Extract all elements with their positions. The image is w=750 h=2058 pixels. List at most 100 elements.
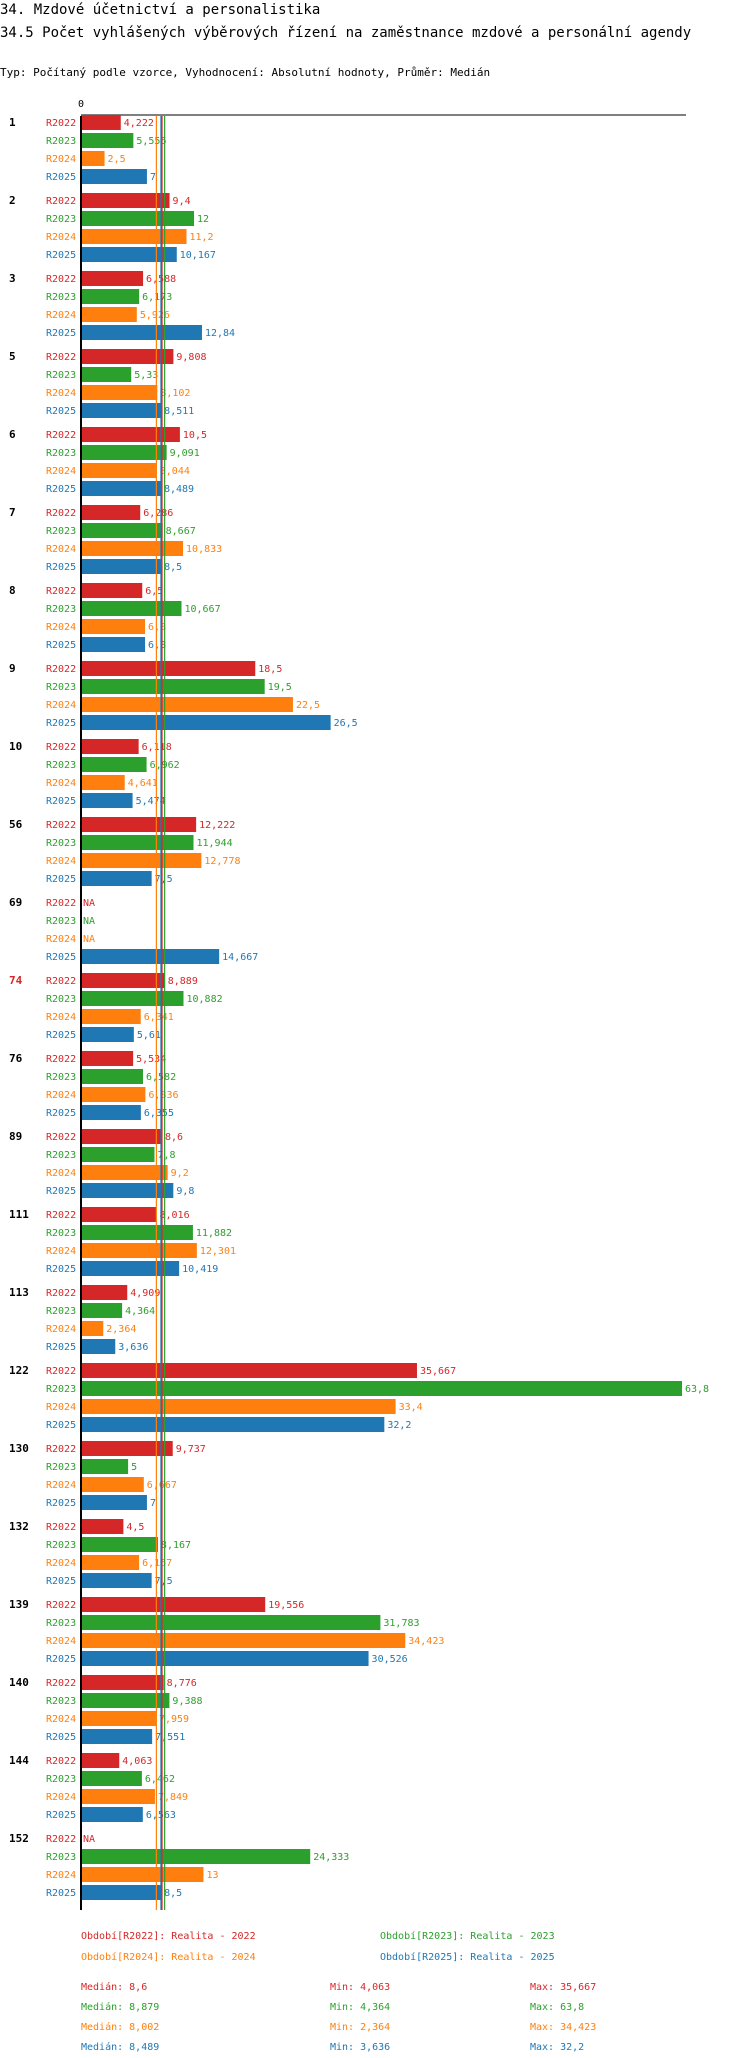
data-label: 7 bbox=[150, 172, 156, 183]
series-label: R2025 bbox=[46, 1420, 76, 1431]
data-label: 7,5 bbox=[155, 1576, 173, 1587]
bar bbox=[81, 697, 293, 712]
bar bbox=[81, 1573, 152, 1588]
bar bbox=[81, 715, 331, 730]
series-label: R2024 bbox=[46, 700, 76, 711]
data-label: 63,8 bbox=[685, 1384, 709, 1395]
data-label: 35,667 bbox=[420, 1366, 456, 1377]
bar bbox=[81, 1633, 406, 1648]
data-label: 11,882 bbox=[196, 1228, 232, 1239]
bar bbox=[81, 679, 265, 694]
series-label: R2025 bbox=[46, 1888, 76, 1899]
data-label: 4,5 bbox=[126, 1522, 144, 1533]
data-label: 4,909 bbox=[130, 1288, 160, 1299]
series-label: R2025 bbox=[46, 1498, 76, 1509]
bar bbox=[81, 1693, 170, 1708]
series-label: R2023 bbox=[46, 214, 76, 225]
series-label: R2023 bbox=[46, 1072, 76, 1083]
series-label: R2024 bbox=[46, 1402, 76, 1413]
data-label: 5,474 bbox=[136, 796, 166, 807]
bar bbox=[81, 385, 158, 400]
bar bbox=[81, 1165, 168, 1180]
data-label: 8,489 bbox=[164, 484, 194, 495]
bar bbox=[81, 289, 140, 304]
chart-type-description: Typ: Počítaný podle vzorce, Vyhodnocení:… bbox=[0, 66, 491, 79]
bar bbox=[81, 601, 182, 616]
bar bbox=[81, 247, 177, 262]
stat-max: Max: 63,8 bbox=[530, 2002, 584, 2013]
data-label: 9,737 bbox=[176, 1444, 206, 1455]
data-label: 12 bbox=[197, 214, 209, 225]
series-label: R2022 bbox=[46, 1366, 76, 1377]
series-label: R2025 bbox=[46, 1732, 76, 1743]
series-label: R2023 bbox=[46, 1228, 76, 1239]
bar bbox=[81, 1519, 124, 1534]
data-label: 11,2 bbox=[190, 232, 214, 243]
data-label: 8,5 bbox=[164, 1888, 182, 1899]
series-label: R2022 bbox=[46, 430, 76, 441]
bar bbox=[81, 1675, 164, 1690]
data-label: 7 bbox=[150, 1498, 156, 1509]
stat-median: Medián: 8,879 bbox=[81, 2001, 159, 2013]
series-label: R2025 bbox=[46, 874, 76, 885]
data-label: 5 bbox=[131, 1462, 137, 1473]
stat-median: Medián: 8,6 bbox=[81, 1981, 147, 1993]
x-axis-tick-label: 0 bbox=[78, 99, 84, 110]
bar bbox=[81, 559, 162, 574]
bar bbox=[81, 505, 141, 520]
category-label: 140 bbox=[9, 1676, 29, 1689]
bar bbox=[81, 151, 105, 166]
data-label: NA bbox=[83, 916, 95, 927]
series-label: R2023 bbox=[46, 448, 76, 459]
category-label: 152 bbox=[9, 1832, 29, 1845]
series-label: R2024 bbox=[46, 1324, 76, 1335]
chart-section-title: 34. Mzdové účetnictví a personalistika bbox=[0, 2, 321, 18]
stat-median: Medián: 8,002 bbox=[81, 2021, 159, 2033]
series-label: R2023 bbox=[46, 292, 76, 303]
data-label: 8,776 bbox=[167, 1678, 197, 1689]
series-label: R2022 bbox=[46, 196, 76, 207]
data-label: 9,091 bbox=[170, 448, 200, 459]
series-label: R2022 bbox=[46, 820, 76, 831]
data-label: 8,511 bbox=[164, 406, 194, 417]
data-label: 7,959 bbox=[159, 1714, 189, 1725]
series-label: R2024 bbox=[46, 388, 76, 399]
data-label: 11,944 bbox=[197, 838, 233, 849]
bar bbox=[81, 1771, 142, 1786]
bar bbox=[81, 541, 184, 556]
bar bbox=[81, 637, 146, 652]
bar bbox=[81, 1129, 163, 1144]
bar bbox=[81, 193, 170, 208]
data-label: 18,5 bbox=[258, 664, 282, 675]
data-label: NA bbox=[83, 898, 95, 909]
data-label: 4,641 bbox=[128, 778, 158, 789]
series-label: R2023 bbox=[46, 1150, 76, 1161]
bar bbox=[81, 427, 180, 442]
data-label: 9,808 bbox=[176, 352, 206, 363]
category-label: 2 bbox=[9, 194, 16, 207]
bar bbox=[81, 1537, 158, 1552]
bar bbox=[81, 1051, 134, 1066]
series-label: R2022 bbox=[46, 1756, 76, 1767]
data-label: 10,167 bbox=[180, 250, 216, 261]
series-label: R2025 bbox=[46, 1108, 76, 1119]
bar bbox=[81, 1417, 385, 1432]
category-label: 6 bbox=[9, 428, 16, 441]
series-label: R2022 bbox=[46, 742, 76, 753]
category-label: 74 bbox=[9, 974, 23, 987]
data-label: 12,778 bbox=[204, 856, 240, 867]
series-label: R2025 bbox=[46, 1186, 76, 1197]
stat-min: Min: 4,364 bbox=[330, 2002, 390, 2013]
series-label: R2022 bbox=[46, 1132, 76, 1143]
bar bbox=[81, 1807, 143, 1822]
data-label: 7,8 bbox=[157, 1150, 175, 1161]
bar bbox=[81, 1303, 123, 1318]
bar bbox=[81, 835, 194, 850]
bar bbox=[81, 1087, 146, 1102]
bar bbox=[81, 853, 202, 868]
bar bbox=[81, 1027, 134, 1042]
series-label: R2025 bbox=[46, 1654, 76, 1665]
bar bbox=[81, 349, 174, 364]
series-label: R2023 bbox=[46, 682, 76, 693]
bar bbox=[81, 1009, 141, 1024]
